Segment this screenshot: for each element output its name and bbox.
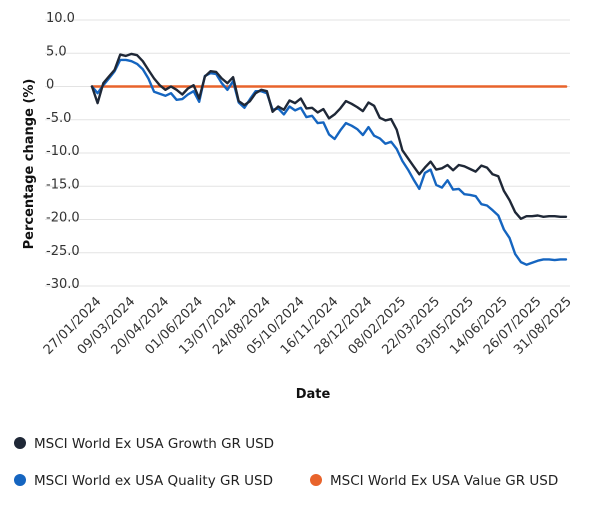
y-axis-title: Percentage change (%) <box>22 79 37 250</box>
legend-item-growth: MSCI World Ex USA Growth GR USD <box>14 436 274 452</box>
y-tick-label: 10.0 <box>46 11 75 26</box>
legend-label-value: MSCI World Ex USA Value GR USD <box>330 473 559 489</box>
series-lines <box>90 52 568 266</box>
y-tick-label: 0 <box>46 78 54 93</box>
legend-label-quality: MSCI World ex USA Quality GR USD <box>34 473 273 489</box>
legend-item-value: MSCI World Ex USA Value GR USD <box>310 473 558 489</box>
legend-marker-quality <box>14 474 26 486</box>
x-axis-title: Date <box>296 387 331 402</box>
x-axis-ticks: 27/01/202409/03/202420/04/202401/06/2024… <box>41 294 575 358</box>
legend-label-growth: MSCI World Ex USA Growth GR USD <box>34 436 275 452</box>
y-tick-label: -20.0 <box>46 211 80 226</box>
y-tick-label: -10.0 <box>46 144 80 159</box>
legend-marker-growth <box>14 437 26 449</box>
y-tick-label: -30.0 <box>46 277 80 292</box>
series-line-growth <box>90 52 568 221</box>
y-tick-label: -5.0 <box>46 111 71 126</box>
y-tick-label: 5.0 <box>46 44 67 59</box>
y-tick-label: -25.0 <box>46 244 80 259</box>
y-tick-label: -15.0 <box>46 177 80 192</box>
y-axis-ticks: 10.0 5.0 0 -5.0 -10.0 -15.0 -20.0 -25.0 -30.0 <box>46 11 80 292</box>
legend-marker-value <box>310 474 322 486</box>
series-line-quality <box>90 58 568 266</box>
legend-item-quality: MSCI World ex USA Quality GR USD <box>14 473 273 489</box>
